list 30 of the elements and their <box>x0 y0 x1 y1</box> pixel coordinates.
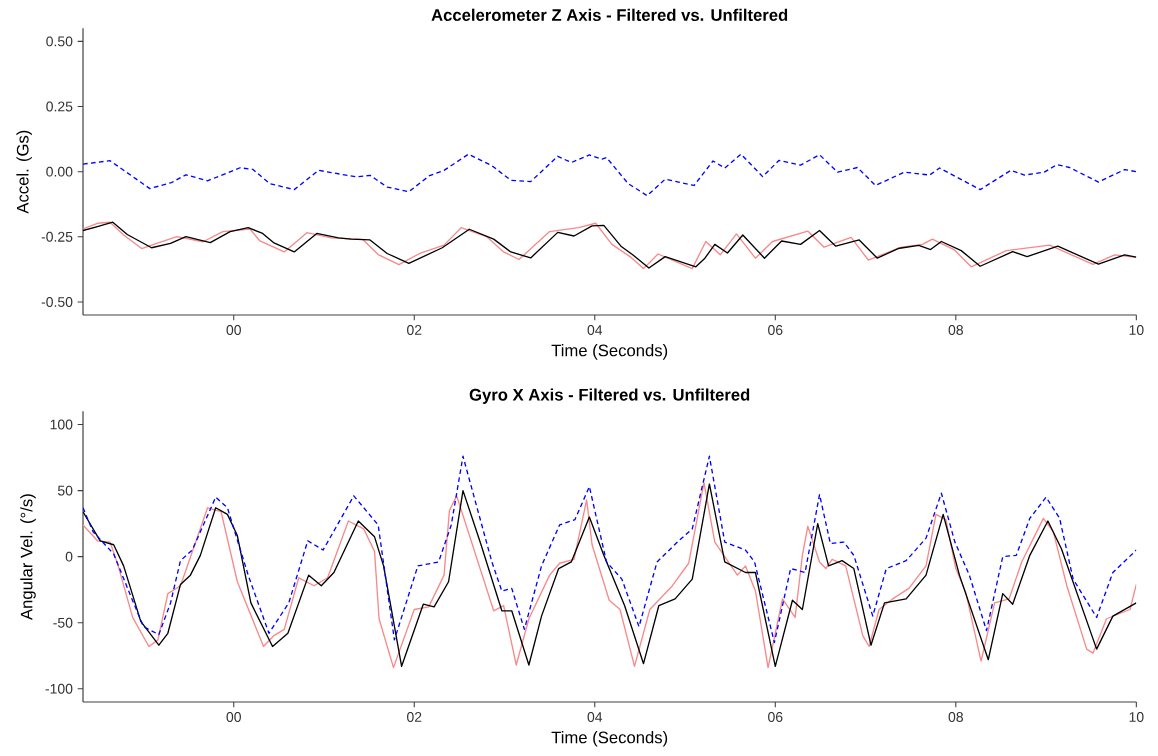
line-series <box>83 153 1137 197</box>
chart-title: Gyro X Axis - Filtered vs. Unfiltered <box>469 388 750 404</box>
y-tick-label: -100 <box>45 683 73 694</box>
x-tick-label: 08 <box>948 325 963 335</box>
x-tick-label: 04 <box>587 712 603 722</box>
x-tick-label: 10 <box>1129 712 1144 722</box>
x-tick-label: 06 <box>768 712 783 722</box>
y-tick-label: -0.50 <box>41 297 73 307</box>
line-series <box>83 455 1137 644</box>
y-axis-title: Accel. (Gs) <box>16 130 32 214</box>
y-tick-label: 0 <box>65 551 73 562</box>
y-axis-title: Angular Vel. (°/s) <box>20 494 36 620</box>
y-tick-label: -0.25 <box>41 231 73 242</box>
chart-title: Accelerometer Z Axis - Filtered vs. Unfiltered <box>431 8 788 21</box>
y-tick-label: 100 <box>50 419 73 430</box>
x-tick-label: 02 <box>407 712 422 722</box>
y-tick-label: -50 <box>53 617 73 628</box>
y-tick-label: 50 <box>57 485 73 496</box>
x-tick-label: 00 <box>226 712 241 722</box>
y-tick-label: 0.50 <box>46 36 73 47</box>
x-tick-label: 08 <box>948 712 963 722</box>
x-tick-label: 00 <box>226 325 241 335</box>
y-tick-label: 0.25 <box>46 101 73 112</box>
x-tick-label: 10 <box>1129 325 1144 335</box>
x-axis-title: Time (Seconds) <box>551 731 668 747</box>
x-axis-title: Time (Seconds) <box>551 344 668 360</box>
x-tick-label: 04 <box>587 325 603 335</box>
x-tick-label: 06 <box>768 325 783 335</box>
x-tick-label: 02 <box>407 325 422 335</box>
y-tick-label: 0.00 <box>46 166 73 177</box>
